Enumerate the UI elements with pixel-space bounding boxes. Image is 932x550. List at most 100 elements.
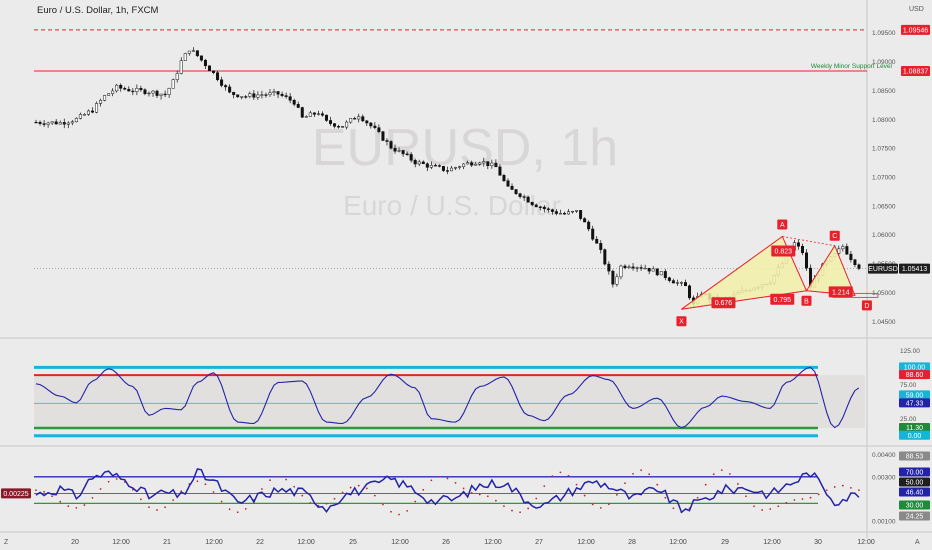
oscillator-1-line (35, 366, 860, 429)
osc1-tick-label: 125.00 (900, 348, 920, 355)
level-price-tag: 1.09546 (901, 24, 930, 35)
candle-body (361, 116, 365, 122)
oscillator-2-signal-dot (511, 509, 513, 512)
oscillator-2-signal-dot (591, 503, 594, 506)
candle-body (103, 95, 107, 101)
candle-body (462, 163, 466, 168)
oscillator-2-signal-dot (212, 491, 215, 493)
oscillator-2-signal-dot (616, 493, 618, 496)
oscillator-2-signal-dot (841, 484, 844, 487)
pattern-point-B-text: B (804, 298, 809, 305)
current-price-tag-text: 1.05413 (902, 266, 927, 273)
candle-body (466, 162, 470, 165)
candle-body (115, 84, 119, 92)
osc2-value-tag-bg (899, 451, 930, 461)
oscillator-1-pane[interactable] (34, 365, 865, 438)
oscillator-2-signal-dot (656, 483, 659, 486)
oscillator-2-signal-dot (672, 507, 675, 510)
candle-body (538, 206, 542, 208)
osc2-value-tag-bg (899, 487, 930, 497)
oscillator-2-signal-dot (99, 488, 102, 490)
candle-body (502, 175, 506, 182)
oscillator-2-signal-dot (567, 474, 570, 477)
candle-body (232, 91, 236, 96)
pattern-point-D: D (861, 300, 872, 311)
oscillator-2-signal-dot (220, 500, 223, 503)
osc2-value-tag-bg (899, 511, 930, 521)
candle-body (272, 91, 276, 93)
candle-body (349, 118, 353, 123)
osc1-value-tag: 100.00 (899, 362, 930, 371)
oscillator-2-signal-dot (414, 500, 417, 503)
candle-body (587, 221, 591, 230)
candle-body (373, 125, 377, 128)
oscillator-2-signal-dot (825, 489, 828, 492)
oscillator-2-signal-dot (785, 501, 788, 504)
osc2-value-tag-bg (899, 467, 930, 477)
pattern-point-X-text: X (679, 319, 684, 326)
candle-body (389, 141, 393, 149)
osc1-value-tag: 47.33 (899, 398, 930, 407)
oscillator-2-pane[interactable]: 0.00225 (1, 468, 860, 516)
candle-body (413, 160, 417, 165)
oscillator-2-signal-dot (285, 478, 288, 481)
candle-body (131, 90, 135, 93)
oscillator-2-signal-dot (333, 497, 336, 500)
candle-body (534, 204, 538, 208)
candle-body (171, 79, 175, 89)
oscillator-2-signal-dot (398, 513, 400, 516)
oscillator-2-signal-dot (107, 480, 110, 483)
candle-body (127, 88, 131, 92)
candle-body (393, 147, 397, 152)
candle-body (320, 113, 324, 116)
candle-body (276, 91, 280, 95)
oscillator-2-signal-dot (204, 483, 207, 486)
oscillator-2-signal-dot (365, 487, 368, 490)
watermark-symbol: EURUSD, 1h (312, 119, 618, 177)
pattern-point-C-text: C (832, 233, 837, 240)
oscillator-2-signal-dot (833, 486, 836, 488)
price-axis[interactable]: 1.09500 1.09000 1.08500 1.08000 1.07500 1.070… (868, 24, 930, 526)
candle-body (155, 90, 159, 96)
candle-body (397, 150, 401, 152)
price-pane[interactable]: Weekly Minor Support Level X A B C D 0.823 0.67… (34, 29, 893, 327)
candle-body (123, 88, 127, 90)
candle-body (316, 113, 320, 115)
time-tick-label: 12:00 (297, 539, 315, 546)
candle-body (252, 93, 256, 98)
candle-body (95, 103, 99, 113)
osc2-value-tag-text: 50.00 (906, 480, 924, 487)
candle-body (494, 162, 498, 168)
candle-body (437, 165, 441, 167)
candle-body (631, 266, 635, 269)
candle-body (562, 213, 566, 215)
candle-body (296, 104, 300, 108)
candle-body (248, 93, 252, 97)
watermark-name: Euro / U.S. Dollar (343, 190, 561, 221)
candle-body (595, 238, 599, 244)
oscillator-2-signal-dot (494, 499, 497, 502)
time-axis[interactable]: 20 12:00 21 12:00 22 12:00 25 12:00 26 12:00 27 12:… (71, 539, 875, 546)
candle-body (90, 110, 94, 113)
oscillator-2-signal-dot (406, 509, 409, 512)
pattern-ratio-label-text: 1.214 (832, 289, 850, 296)
chart-title: Euro / U.S. Dollar, 1h, FXCM (37, 5, 159, 16)
candle-body (333, 123, 337, 127)
candle-body (445, 170, 449, 172)
candle-body (526, 196, 530, 203)
oscillator-2-signal-dot (261, 488, 263, 490)
candle-body (667, 277, 671, 281)
candle-body (167, 88, 171, 95)
candle-body (187, 50, 191, 54)
candle-body (163, 93, 167, 96)
candle-body (607, 263, 611, 272)
candle-body (34, 121, 38, 124)
candle-body (554, 211, 558, 214)
candle-body (800, 245, 804, 254)
time-tick-label: 12:00 (484, 539, 502, 546)
symbol-tag-bg (868, 263, 898, 274)
candle-body (425, 163, 429, 168)
time-tick-label: 12:00 (112, 539, 130, 546)
oscillator-2-signal-dot (446, 477, 449, 480)
pattern-ratio-label: 0.676 (711, 297, 736, 309)
